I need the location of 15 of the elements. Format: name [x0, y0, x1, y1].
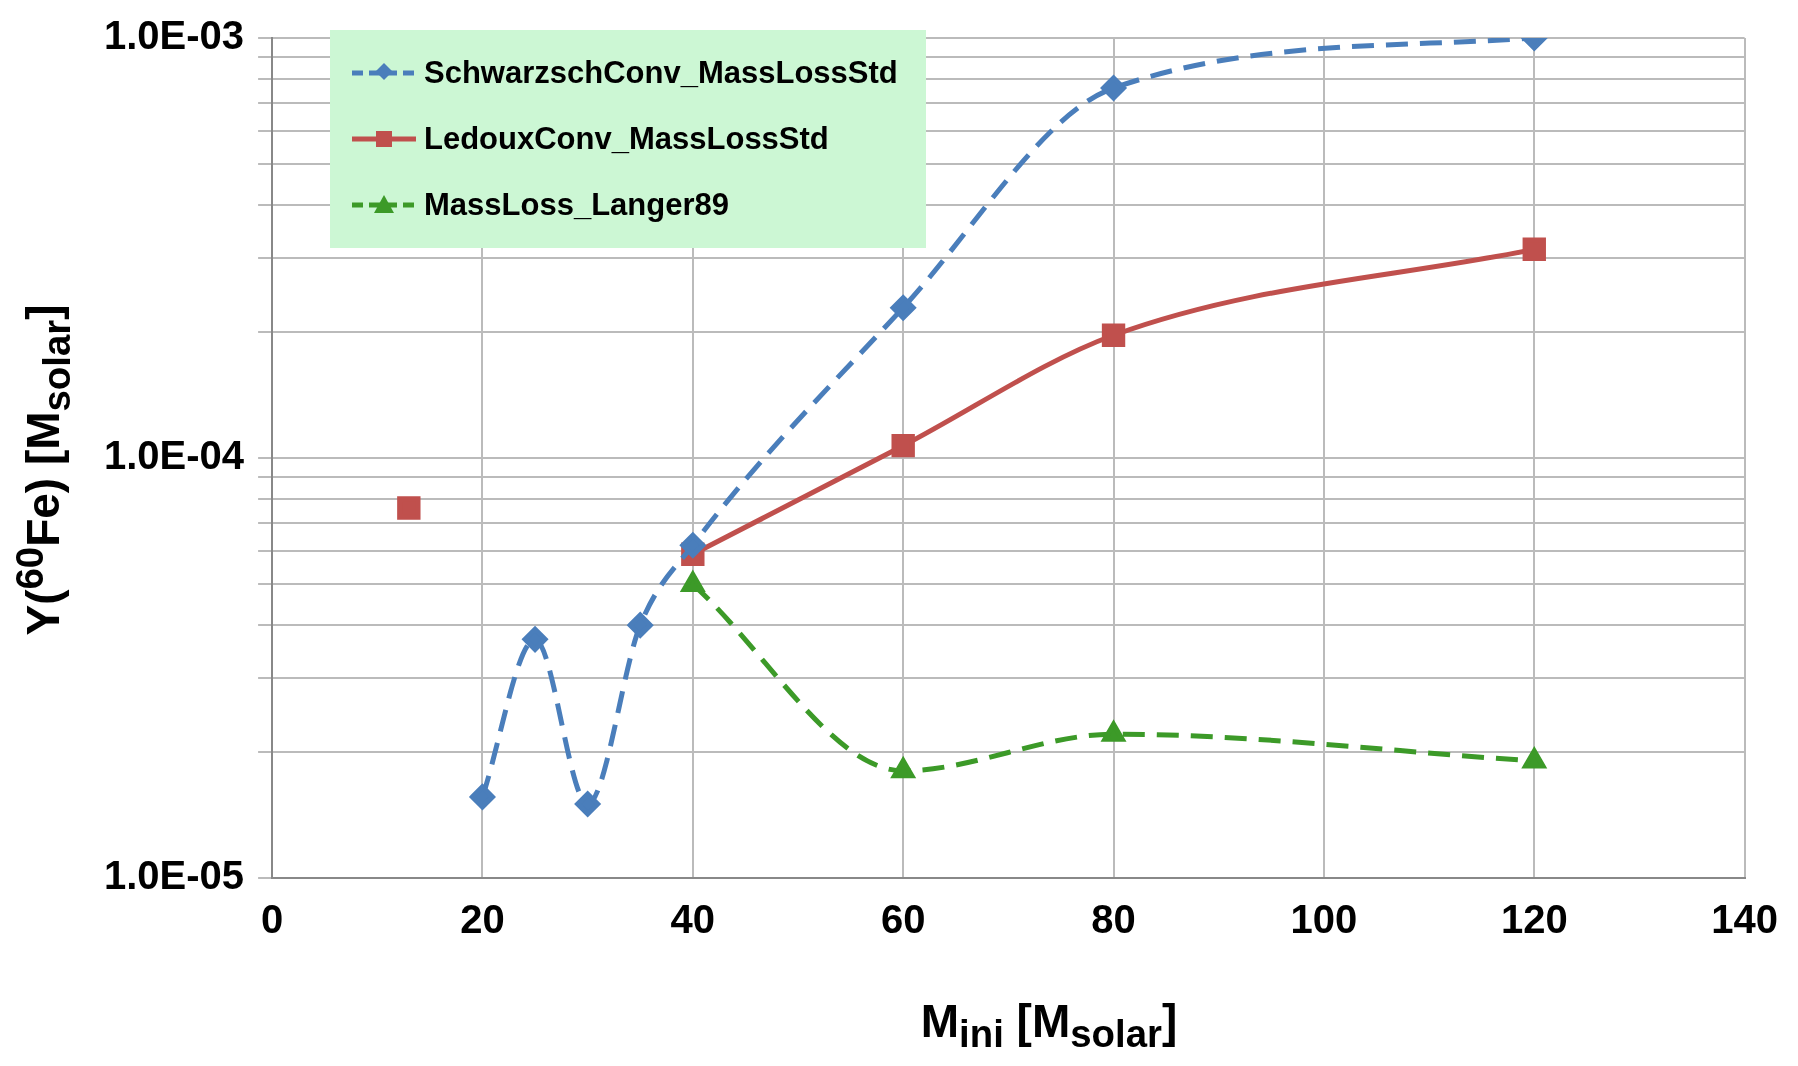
y-tick-label: 1.0E-05	[103, 853, 245, 898]
x-tick-label: 120	[1500, 897, 1568, 942]
x-tick-label: 20	[460, 897, 505, 942]
y-tick-label: 1.0E-03	[103, 13, 245, 58]
x-tick-label: 40	[670, 897, 716, 942]
x-axis-title: M$_{ini}$ [M$_{solar}$]	[919, 993, 1179, 1056]
legend-label: MassLoss_Langer89	[424, 187, 729, 223]
legend-label: LedouxConv_MassLossStd	[424, 121, 829, 157]
x-tick-label: 140	[1711, 897, 1779, 942]
x-tick-label: 60	[880, 897, 926, 942]
y-tick-label: 1.0E-04	[103, 433, 245, 478]
legend-label: SchwarzschConv_MassLossStd	[424, 55, 898, 91]
x-tick-label: 80	[1091, 897, 1136, 942]
x-tick-label: 0	[260, 897, 284, 942]
x-tick-label: 100	[1290, 897, 1358, 942]
